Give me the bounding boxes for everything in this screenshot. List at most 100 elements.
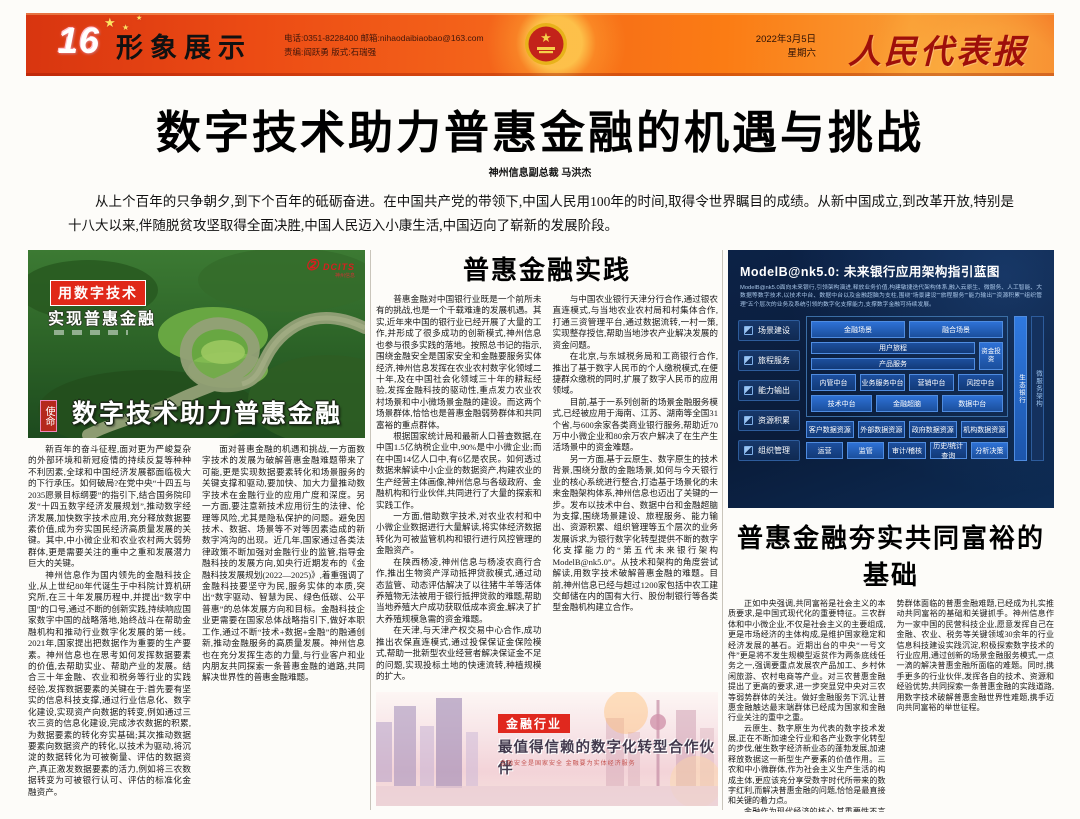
paragraph: 正如中央强调,共同富裕是社会主义的本质要求,是中国式现代化的重要特征。三农群体和… — [728, 599, 886, 723]
byline: 神州信息副总裁 马洪杰 — [488, 168, 592, 179]
diagram-vertical-cell: 生态银行 — [1014, 316, 1027, 462]
paragraph: 在陕西杨凌,神州信息与杨凌农商行合作,推出生物资产浮动抵押贷款模式,通过动态监管… — [376, 556, 542, 624]
diagram-cell: 金融场景 — [811, 321, 905, 339]
star-icon: ★ — [90, 28, 97, 35]
sidebar-label: 组织管理 — [758, 446, 790, 456]
photo-overlay-decor — [54, 330, 128, 335]
column-divider — [370, 250, 371, 810]
diagram-vertical-cell: 微服务架构 — [1031, 316, 1044, 462]
route-icon — [744, 356, 753, 366]
mission-seal: 使命 — [40, 400, 57, 432]
diagram-cell: 历史/统计查询 — [929, 442, 967, 460]
left-article: 用数字技术 实现普惠金融 ② DCITS 神州信息 使命 数字技术助力普惠金融 … — [28, 250, 365, 812]
issue-date: 2022年3月5日 星期六 — [756, 33, 816, 62]
diagram-cell: 客户数据资源 — [806, 421, 854, 439]
diagram-cell: 融合场景 — [909, 321, 1003, 339]
grid-icon — [744, 326, 753, 336]
photo-overlay-line2: 实现普惠金融 — [48, 311, 157, 328]
right-article: ModelB@nk5.0: 未来银行应用架构指引蓝图 ModelB@nk5.0面… — [728, 250, 1054, 812]
sidebar-label: 资源积累 — [758, 416, 790, 426]
diagram-sidebar: 场景建设 旅程服务 能力输出 资源积累 组织管理 — [738, 316, 800, 462]
paragraph: 普惠金融对中国银行业既是一个前所未有的挑战,也是一个千载难逢的发展机遇。其实,近… — [376, 294, 542, 430]
middle-article: 普惠金融实践 普惠金融对中国银行业既是一个前所未有的挑战,也是一个千载难逢的发展… — [376, 250, 718, 812]
diagram-cell: 机构数据资源 — [960, 421, 1008, 439]
diagram-cell: 金融超脑 — [876, 395, 938, 413]
diagram-subtitle: ModelB@nk5.0面向未来银行,引领架构演进,释放业务价值,构建敏捷迭代架… — [740, 285, 1042, 308]
paragraph: 在北京,与东城税务局和工商银行合作,推出了基于数字人民币的个人缴税模式,在便捷群… — [552, 351, 719, 396]
diagram-cell: 技术中台 — [811, 395, 873, 413]
column-divider — [722, 250, 723, 810]
paper-name: 人民代表报 — [848, 35, 1028, 71]
diagram-vertical-strips: 生态银行 微服务架构 — [1014, 316, 1044, 462]
sidebar-item-capability: 能力输出 — [738, 380, 800, 402]
right-article-body: 正如中央强调,共同富裕是社会主义的本质要求,是中国式现代化的重要特征。三农群体和… — [728, 599, 1054, 812]
paragraph: 根据国家统计局和最新人口普查数据,在中国1.5亿纳税企业中,90%是中小微企业;… — [376, 431, 542, 510]
city-photo-subline: 金融安全是国家安全 金融要为实体经济服务 — [500, 761, 636, 767]
sidebar-item-resource: 资源积累 — [738, 410, 800, 432]
masthead-banner: ★ ★ ★ ★ 16 形象展示 电话:0351-8228400 邮箱:nihao… — [26, 13, 1054, 76]
diagram-cell: 数据中台 — [941, 395, 1003, 413]
forest-photo: 用数字技术 实现普惠金融 ② DCITS 神州信息 使命 数字技术助力普惠金融 — [28, 250, 365, 438]
dcits-logo: ② DCITS 神州信息 — [305, 258, 355, 279]
diagram-cell: 内管中台 — [811, 374, 856, 392]
photo-caption: 数字技术助力普惠金融 — [72, 400, 343, 428]
left-article-body: 新百年的奋斗征程,面对更为严峻复杂的外部环境和新冠疫情的持续反复等种种不利因素,… — [28, 444, 365, 810]
diagram-cell: 运营 — [806, 442, 844, 460]
paragraph: 神州信息作为国内领先的金融科技企业,从上世纪80年代诞生于中科院计算机研究所,在… — [28, 569, 191, 797]
contact-line-1: 电话:0351-8228400 邮箱:nihaodaibiaobao@163.c… — [284, 33, 484, 43]
paragraph: 新百年的奋斗征程,面对更为严峻复杂的外部环境和新冠疫情的持续反复等种种不利因素,… — [28, 444, 191, 569]
diagram-panel: 金融场景 融合场景 用户旅程 产品服务 资金投资 内管中台 — [806, 316, 1008, 418]
diagram-cell: 外部数据资源 — [857, 421, 905, 439]
modelbank-diagram: ModelB@nk5.0: 未来银行应用架构指引蓝图 ModelB@nk5.0面… — [728, 250, 1054, 508]
diagram-cell: 审计/稽核 — [888, 442, 926, 460]
diagram-cell-fund: 资金投资 — [979, 342, 1003, 371]
dcits-logo-text: DCITS — [323, 262, 355, 272]
paragraph: 一方面,借助数字技术,对农业农村和中小微企业数据进行大量解读,将实体经济数据转化… — [376, 511, 542, 556]
diagram-cell: 用户旅程 — [811, 342, 975, 355]
paragraph: 目前,基于一系列创新的场景金融服务模式,已经被应用于海南、江苏、湖南等全国31个… — [552, 396, 719, 453]
paragraph: 在天津,与天津产权交易中心合作,成功推出农保直连模式,通过投保保证金保险模式,帮… — [376, 625, 542, 681]
diagram-cell: 营销中台 — [909, 374, 954, 392]
star-icon: ★ — [136, 15, 143, 22]
date-line: 2022年3月5日 — [755, 34, 816, 45]
dcits-logo-mark: ② — [305, 257, 319, 274]
diagram-cell: 监管 — [847, 442, 885, 460]
national-emblem-icon: ★ — [525, 23, 567, 65]
paragraph: 云原生、数字原生为代表的数字技术发展,正在不断加速全行业和各产业数字化转型的步伐… — [728, 723, 886, 806]
export-icon — [744, 386, 753, 396]
diagram-main: 金融场景 融合场景 用户旅程 产品服务 资金投资 内管中台 — [806, 316, 1009, 461]
forest-illustration — [28, 250, 365, 438]
city-photo-tag: 金融行业 — [498, 714, 571, 733]
globe-icon — [744, 416, 753, 426]
contact-line-2: 责编:阎跃勇 版式:石瑞强 — [284, 47, 377, 58]
right-article-heading: 普惠金融夯实共同富裕的基础 — [736, 523, 1045, 590]
sidebar-item-scene: 场景建设 — [738, 320, 800, 342]
page-number: 16 — [58, 20, 101, 61]
paragraph: 与中国农业银行天津分行合作,通过银农直连模式,与当地农业农村局和村集体合作,打通… — [552, 294, 719, 350]
star-icon: ★ — [104, 15, 116, 30]
paragraph: 金融作为现代经济的核心,其重要性不言而喻。从脱虚向实强调金融本质是服务实体经济,… — [744, 599, 1054, 812]
city-photo: 金融行业 最值得信赖的数字化转型合作伙伴 金融安全是国家安全 金融要为实体经济服… — [376, 692, 718, 806]
contact-info: 电话:0351-8228400 邮箱:nihaodaibiaobao@163.c… — [284, 31, 484, 60]
star-icon: ★ — [122, 23, 130, 32]
org-icon — [744, 446, 753, 456]
svg-text:★: ★ — [540, 30, 552, 45]
middle-article-heading: 普惠金融实践 — [462, 255, 631, 285]
city-skyline-illustration — [376, 692, 718, 806]
sidebar-item-org: 组织管理 — [738, 440, 800, 462]
diagram-cell: 政府数据资源 — [909, 421, 957, 439]
sidebar-item-journey: 旅程服务 — [738, 350, 800, 372]
photo-overlay-line1: 用数字技术 — [50, 280, 146, 306]
diagram-cell: 业务服务中台 — [860, 374, 905, 392]
dcits-logo-subtext: 神州信息 — [334, 273, 355, 279]
middle-article-body: 普惠金融对中国银行业既是一个前所未有的挑战,也是一个千载难逢的发展机遇。其实,近… — [376, 294, 718, 688]
paragraph: 面对普惠金融的机遇和挑战,一方面数字技术的发展为破解普惠金融难题带来了可能,更是… — [202, 444, 365, 683]
diagram-cell: 分析决策 — [970, 442, 1009, 460]
city-photo-slogan: 最值得信赖的数字化转型合作伙伴 — [498, 740, 715, 777]
sidebar-label: 旅程服务 — [758, 356, 790, 366]
section-name: 形象展示 — [116, 33, 252, 63]
weekday-line: 星期六 — [787, 48, 816, 60]
diagram-title: ModelB@nk5.0: 未来银行应用架构指引蓝图 — [740, 265, 1000, 279]
paragraph: 另一方面,基于云原生、数字原生的技术背景,围绕分散的金融场景,如何与今天银行业的… — [552, 453, 719, 613]
sidebar-label: 能力输出 — [758, 386, 790, 396]
